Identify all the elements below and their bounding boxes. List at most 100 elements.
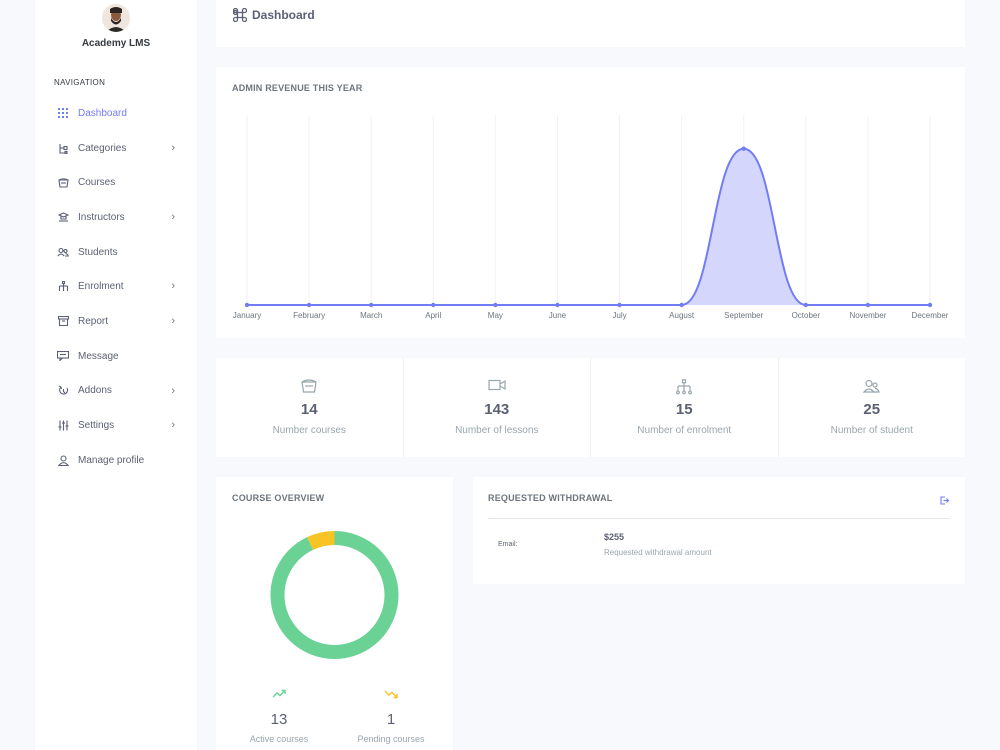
sidebar-item-manage-profile[interactable]: Manage profile	[35, 443, 197, 478]
active-courses-label: Active courses	[249, 734, 309, 744]
stat-lessons[interactable]: 143 Number of lessons	[404, 358, 591, 457]
divider	[488, 518, 950, 519]
chart-point	[803, 302, 809, 308]
stat-label: Number of student	[830, 425, 913, 436]
courses-icon	[57, 177, 69, 189]
active-courses-value: 13	[270, 711, 288, 728]
chevron-right-icon: ›	[171, 315, 175, 328]
sidebar-item-message[interactable]: Message	[35, 339, 197, 374]
sidebar-item-label: Addons	[78, 385, 112, 397]
sidebar-item-dashboard[interactable]: Dashboard	[35, 96, 197, 131]
chart-point	[865, 302, 871, 308]
active-courses-stat: 13 Active courses	[229, 689, 329, 744]
donut-slice-pending	[270, 531, 399, 659]
withdrawal-amount-label: Requested withdrawal amount	[604, 548, 712, 557]
chart-series-line	[246, 147, 930, 306]
stat-courses[interactable]: 14 Number courses	[216, 358, 404, 457]
chart-x-tick-label: February	[293, 311, 325, 320]
revenue-chart: January February March April May June July Augu…	[233, 115, 949, 320]
sidebar-item-label: Report	[78, 315, 109, 327]
chart-point	[244, 302, 250, 308]
pending-courses-label: Pending courses	[357, 734, 425, 744]
enrolment-icon	[57, 281, 69, 293]
stats-card: 14 Number courses 143 Number of lessons …	[216, 358, 965, 457]
exit-icon[interactable]	[940, 492, 950, 510]
chart-x-tick-label: August	[669, 311, 695, 320]
chart-x-tick-label: April	[425, 311, 441, 320]
chart-x-tick-label: November	[849, 311, 886, 320]
grid-icon	[57, 107, 69, 119]
stat-value: 143	[484, 401, 510, 418]
user-photo-icon	[102, 4, 130, 32]
chevron-right-icon: ›	[171, 211, 175, 224]
stat-label: Number of lessons	[455, 425, 539, 436]
avatar[interactable]	[102, 4, 130, 32]
sidebar-item-categories[interactable]: Categories ›	[35, 131, 197, 166]
chart-point	[368, 302, 374, 308]
sidebar-item-label: Categories	[78, 142, 127, 154]
chart-point	[431, 302, 436, 308]
stat-label: Number courses	[272, 425, 346, 436]
requested-withdrawal-card: REQUESTED WITHDRAWAL Email: $255 Request…	[473, 477, 965, 584]
trend-down-icon	[341, 689, 441, 703]
stat-value: 14	[300, 401, 318, 418]
sidebar-item-label: Students	[78, 246, 118, 258]
sidebar-item-instructors[interactable]: Instructors ›	[35, 200, 197, 235]
chart-x-tick-label: May	[488, 311, 503, 320]
email-label: Email:	[498, 541, 518, 548]
stat-students[interactable]: 25 Number of student	[779, 358, 966, 457]
chart-point	[927, 302, 933, 308]
sidebar-item-report[interactable]: Report ›	[35, 304, 197, 339]
courses-icon	[216, 379, 403, 395]
sidebar-item-enrolment[interactable]: Enrolment ›	[35, 269, 197, 304]
chart-x-tick-label: March	[360, 311, 382, 320]
chart-area-fill	[247, 148, 930, 305]
sidebar-nav: Dashboard Categories › Courses Instructo…	[35, 96, 197, 478]
profile-icon	[57, 454, 69, 466]
chevron-right-icon: ›	[171, 384, 175, 397]
chart-point	[493, 302, 498, 308]
command-icon	[233, 8, 247, 22]
course-overview-donut	[270, 531, 399, 659]
chart-x-tick-label: June	[549, 311, 567, 320]
course-overview-title: COURSE OVERVIEW	[232, 493, 325, 503]
sidebar-item-label: Dashboard	[78, 107, 127, 119]
chart-x-tick-label: July	[612, 311, 626, 320]
categories-icon	[57, 142, 69, 154]
page-header: Dashboard	[216, 0, 965, 47]
settings-icon	[57, 420, 69, 432]
stat-enrolment[interactable]: 15 Number of enrolment	[591, 358, 779, 457]
chart-x-tick-label: January	[233, 311, 261, 320]
sidebar-item-students[interactable]: Students	[35, 235, 197, 270]
pending-courses-stat: 1 Pending courses	[341, 689, 441, 744]
sidebar-item-addons[interactable]: Addons ›	[35, 374, 197, 409]
sidebar-item-settings[interactable]: Settings ›	[35, 408, 197, 443]
chart-x-tick-label: December	[912, 311, 949, 320]
students-icon	[57, 246, 69, 258]
sidebar-item-courses[interactable]: Courses	[35, 165, 197, 200]
revenue-title: ADMIN REVENUE THIS YEAR	[232, 83, 363, 93]
brand-name: Academy LMS	[81, 38, 151, 49]
stat-value: 25	[863, 401, 881, 418]
chart-x-tick-label: September	[724, 311, 763, 320]
nav-title: NAVIGATION	[54, 78, 106, 87]
report-icon	[57, 315, 69, 327]
chevron-right-icon: ›	[171, 419, 175, 432]
sidebar-item-label: Courses	[78, 177, 116, 189]
sidebar-item-label: Settings	[78, 420, 115, 432]
chevron-right-icon: ›	[171, 141, 175, 154]
instructors-icon	[57, 211, 69, 223]
message-icon	[57, 350, 69, 362]
trend-up-icon	[229, 689, 329, 703]
video-icon	[404, 379, 591, 395]
page-title: Dashboard	[233, 8, 315, 22]
sidebar-item-label: Message	[78, 350, 119, 362]
withdrawal-amount: $255	[604, 532, 625, 542]
donut-slice-active	[270, 531, 399, 659]
chart-point	[555, 302, 560, 308]
sidebar-item-label: Manage profile	[78, 454, 145, 466]
students-icon	[779, 379, 966, 395]
sidebar-item-label: Instructors	[78, 211, 125, 223]
revenue-card: ADMIN REVENUE THIS YEAR January February M…	[216, 67, 965, 338]
chevron-right-icon: ›	[171, 280, 175, 293]
